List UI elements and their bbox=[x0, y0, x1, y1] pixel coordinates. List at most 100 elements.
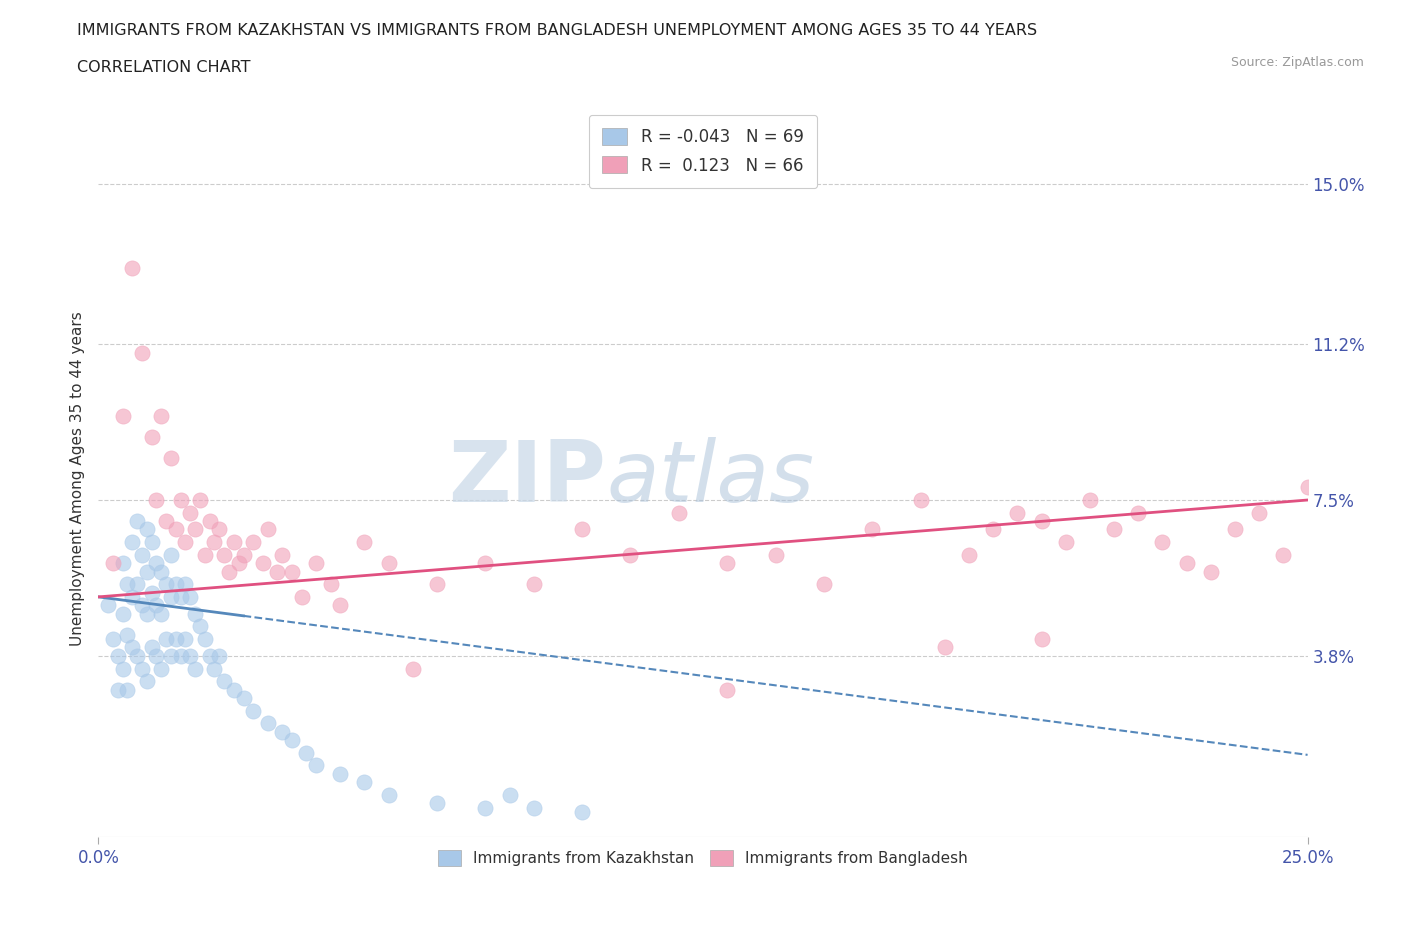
Point bbox=[127, 648, 149, 663]
Point bbox=[121, 261, 143, 276]
Point bbox=[111, 606, 134, 621]
Point bbox=[111, 408, 134, 423]
Point bbox=[1031, 631, 1053, 646]
Point bbox=[155, 513, 177, 528]
Point bbox=[111, 661, 134, 676]
Point bbox=[353, 775, 375, 790]
Point bbox=[252, 556, 274, 571]
Point bbox=[523, 577, 546, 591]
Point bbox=[131, 345, 153, 360]
Point bbox=[135, 522, 157, 537]
Text: CORRELATION CHART: CORRELATION CHART bbox=[77, 60, 250, 75]
Point bbox=[281, 733, 304, 748]
Point bbox=[222, 682, 245, 697]
Point bbox=[1296, 480, 1319, 495]
Point bbox=[194, 631, 217, 646]
Point bbox=[212, 548, 235, 563]
Point bbox=[256, 522, 278, 537]
Point bbox=[204, 535, 226, 550]
Point bbox=[1128, 505, 1150, 520]
Point bbox=[271, 724, 294, 739]
Point bbox=[571, 804, 593, 819]
Point bbox=[184, 661, 207, 676]
Point bbox=[1102, 522, 1125, 537]
Point bbox=[232, 548, 254, 563]
Point bbox=[305, 556, 328, 571]
Point bbox=[1054, 535, 1077, 550]
Point bbox=[145, 556, 167, 571]
Point bbox=[141, 535, 163, 550]
Point bbox=[121, 640, 143, 655]
Point bbox=[160, 590, 183, 604]
Point bbox=[716, 556, 738, 571]
Point bbox=[179, 648, 201, 663]
Point bbox=[523, 800, 546, 815]
Point bbox=[1078, 493, 1101, 508]
Point bbox=[135, 565, 157, 579]
Point bbox=[208, 648, 231, 663]
Text: ZIP: ZIP bbox=[449, 437, 606, 521]
Point bbox=[198, 513, 221, 528]
Point bbox=[179, 590, 201, 604]
Point bbox=[145, 648, 167, 663]
Point bbox=[1152, 535, 1174, 550]
Point bbox=[271, 548, 294, 563]
Point bbox=[165, 631, 187, 646]
Point bbox=[179, 505, 201, 520]
Point bbox=[135, 673, 157, 688]
Point bbox=[165, 522, 187, 537]
Point bbox=[188, 493, 211, 508]
Point bbox=[1272, 548, 1295, 563]
Point bbox=[150, 408, 173, 423]
Point bbox=[141, 585, 163, 600]
Point bbox=[169, 590, 191, 604]
Point bbox=[155, 577, 177, 591]
Point bbox=[131, 548, 153, 563]
Point bbox=[150, 661, 173, 676]
Point bbox=[174, 535, 197, 550]
Point bbox=[242, 535, 264, 550]
Point bbox=[141, 640, 163, 655]
Point bbox=[111, 556, 134, 571]
Point bbox=[668, 505, 690, 520]
Point bbox=[184, 606, 207, 621]
Point bbox=[145, 493, 167, 508]
Point bbox=[377, 556, 399, 571]
Point bbox=[402, 661, 425, 676]
Point bbox=[1249, 505, 1271, 520]
Point bbox=[329, 766, 352, 781]
Point bbox=[117, 628, 139, 643]
Point bbox=[353, 535, 375, 550]
Y-axis label: Unemployment Among Ages 35 to 44 years: Unemployment Among Ages 35 to 44 years bbox=[69, 312, 84, 646]
Point bbox=[117, 577, 139, 591]
Point bbox=[184, 522, 207, 537]
Point bbox=[101, 556, 124, 571]
Point bbox=[208, 522, 231, 537]
Point bbox=[319, 577, 342, 591]
Point bbox=[117, 682, 139, 697]
Point bbox=[765, 548, 787, 563]
Text: IMMIGRANTS FROM KAZAKHSTAN VS IMMIGRANTS FROM BANGLADESH UNEMPLOYMENT AMONG AGES: IMMIGRANTS FROM KAZAKHSTAN VS IMMIGRANTS… bbox=[77, 23, 1038, 38]
Point bbox=[256, 716, 278, 731]
Point bbox=[242, 703, 264, 718]
Point bbox=[204, 661, 226, 676]
Point bbox=[127, 577, 149, 591]
Point bbox=[1175, 556, 1198, 571]
Point bbox=[141, 430, 163, 445]
Point bbox=[121, 535, 143, 550]
Point bbox=[160, 450, 183, 465]
Point bbox=[1031, 513, 1053, 528]
Point bbox=[232, 691, 254, 706]
Point bbox=[571, 522, 593, 537]
Point bbox=[121, 590, 143, 604]
Point bbox=[194, 548, 217, 563]
Point bbox=[165, 577, 187, 591]
Point bbox=[426, 796, 449, 811]
Point bbox=[329, 598, 352, 613]
Point bbox=[910, 493, 932, 508]
Text: Source: ZipAtlas.com: Source: ZipAtlas.com bbox=[1230, 56, 1364, 69]
Point bbox=[295, 745, 318, 760]
Point bbox=[101, 631, 124, 646]
Point bbox=[222, 535, 245, 550]
Point bbox=[377, 788, 399, 803]
